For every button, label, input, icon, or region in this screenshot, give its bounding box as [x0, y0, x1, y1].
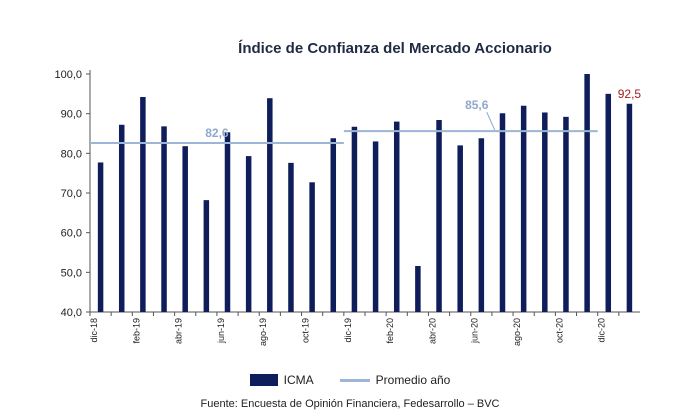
legend-swatch-promedio: [339, 378, 370, 382]
bar: [605, 93, 612, 312]
average-label: 82,6: [205, 126, 229, 140]
legend-item-icma: ICMA: [249, 373, 314, 387]
bar: [309, 182, 315, 312]
bar: [97, 162, 104, 312]
bar: [478, 138, 485, 312]
bar: [203, 200, 210, 312]
last-value-label: 92,5: [618, 87, 642, 101]
chart-title: Índice de Confianza del Mercado Accionar…: [238, 40, 552, 57]
bar: [140, 97, 146, 312]
legend-swatch-icma: [249, 374, 278, 386]
x-tick-label: oct-19: [300, 318, 310, 343]
x-tick-label: feb-19: [131, 318, 141, 344]
y-tick-label: 60,0: [61, 228, 82, 240]
bar: [457, 145, 463, 312]
average-label-leader: [486, 111, 496, 131]
bar: [224, 132, 231, 312]
x-tick-label: dic-20: [597, 318, 607, 343]
bar: [563, 116, 569, 312]
x-tick-label: dic-19: [343, 318, 353, 343]
bar: [372, 141, 379, 312]
x-tick-label: ago-19: [258, 318, 268, 346]
average-label: 85,6: [465, 98, 489, 112]
source-note: Fuente: Encuesta de Opinión Financiera, …: [200, 398, 500, 410]
y-tick-label: 50,0: [61, 267, 82, 279]
bar: [436, 120, 442, 312]
bar: [182, 146, 188, 312]
legend-label-promedio: Promedio año: [375, 373, 451, 387]
y-tick-label: 90,0: [61, 109, 82, 121]
bar: [118, 124, 125, 312]
y-tick-label: 100,0: [54, 69, 82, 81]
x-tick-label: ago-20: [512, 318, 522, 346]
x-tick-label: dic-18: [89, 318, 99, 343]
legend-item-promedio: Promedio año: [339, 373, 451, 387]
bar: [288, 162, 294, 312]
bar: [626, 103, 633, 312]
bar: [330, 138, 337, 312]
bar: [520, 105, 527, 312]
x-tick-label: oct-20: [554, 318, 564, 343]
bar: [415, 265, 421, 312]
bar: [161, 126, 167, 312]
x-tick-label: feb-20: [385, 318, 395, 344]
x-tick-label: jun-20: [470, 318, 480, 344]
bar: [542, 112, 548, 312]
bar: [267, 98, 273, 313]
x-tick-label: jun-19: [216, 318, 226, 344]
x-tick-label: abr-19: [174, 318, 184, 344]
legend: ICMA Promedio año: [0, 373, 700, 387]
bar: [393, 121, 400, 312]
x-tick-label: abr-20: [427, 318, 437, 344]
y-tick-label: 40,0: [61, 307, 82, 319]
y-tick-label: 80,0: [61, 148, 82, 160]
legend-label-icma: ICMA: [283, 373, 314, 387]
bar: [351, 126, 358, 312]
bar: [245, 156, 252, 312]
bar: [499, 113, 506, 313]
y-tick-label: 70,0: [61, 188, 82, 200]
bar: [584, 74, 590, 312]
